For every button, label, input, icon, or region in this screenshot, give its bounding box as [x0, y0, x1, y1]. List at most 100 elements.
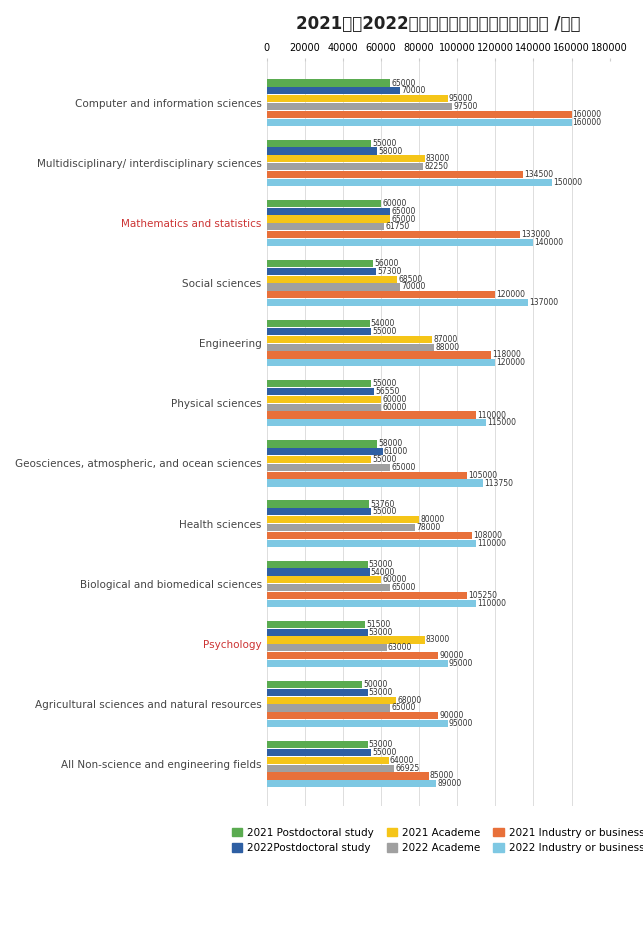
Text: 115000: 115000 — [487, 418, 516, 427]
Bar — [267, 569, 370, 575]
Bar — [267, 456, 372, 463]
Bar — [267, 283, 400, 290]
Bar — [267, 103, 453, 110]
Bar — [267, 720, 448, 727]
Text: 97500: 97500 — [453, 102, 478, 111]
Bar — [267, 200, 381, 207]
Text: 56550: 56550 — [376, 387, 400, 396]
Text: 70000: 70000 — [401, 282, 426, 291]
Bar — [267, 216, 390, 223]
Bar — [267, 111, 572, 118]
Text: 64000: 64000 — [390, 756, 414, 765]
Text: 50000: 50000 — [363, 680, 388, 689]
Text: 58000: 58000 — [378, 146, 403, 155]
Text: 82250: 82250 — [424, 162, 449, 171]
Bar — [267, 239, 534, 246]
Text: 108000: 108000 — [473, 531, 503, 540]
Text: 80000: 80000 — [421, 515, 444, 524]
Text: 57300: 57300 — [377, 266, 401, 276]
Text: 58000: 58000 — [378, 439, 403, 449]
Bar — [267, 359, 495, 366]
Bar — [267, 231, 520, 239]
Text: 65000: 65000 — [392, 79, 416, 88]
Bar — [267, 80, 390, 87]
Bar — [267, 95, 448, 103]
Bar — [267, 419, 485, 426]
Bar — [267, 472, 467, 479]
Text: 60000: 60000 — [382, 395, 406, 404]
Text: 88000: 88000 — [435, 342, 460, 352]
Text: 55000: 55000 — [372, 508, 397, 516]
Text: 65000: 65000 — [392, 583, 416, 592]
Text: 66925: 66925 — [395, 764, 419, 772]
Text: 160000: 160000 — [573, 117, 602, 127]
Bar — [267, 140, 372, 147]
Text: 85000: 85000 — [430, 771, 454, 781]
Text: 118000: 118000 — [493, 351, 521, 360]
Text: 68000: 68000 — [397, 696, 422, 705]
Bar — [267, 380, 372, 388]
Bar — [267, 772, 429, 780]
Text: 120000: 120000 — [496, 358, 525, 367]
Text: 63000: 63000 — [388, 643, 412, 652]
Bar — [267, 584, 390, 591]
Text: 61000: 61000 — [384, 448, 408, 456]
Text: 65000: 65000 — [392, 206, 416, 216]
Text: 83000: 83000 — [426, 635, 450, 645]
Text: 105000: 105000 — [468, 471, 497, 480]
Text: 53000: 53000 — [368, 688, 393, 697]
Text: 56000: 56000 — [374, 259, 399, 268]
Bar — [267, 118, 572, 126]
Text: 55000: 55000 — [372, 139, 397, 148]
Text: 89000: 89000 — [437, 779, 462, 788]
Text: 90000: 90000 — [439, 651, 464, 660]
Text: 54000: 54000 — [370, 319, 395, 328]
Bar — [267, 179, 552, 186]
Text: 65000: 65000 — [392, 215, 416, 224]
Bar — [267, 163, 423, 170]
Text: 105250: 105250 — [468, 591, 497, 600]
Bar — [267, 388, 374, 395]
Text: 87000: 87000 — [433, 335, 458, 344]
Text: 90000: 90000 — [439, 711, 464, 721]
Text: 95000: 95000 — [449, 719, 473, 728]
Bar — [267, 448, 383, 455]
Bar — [267, 479, 484, 487]
Bar — [267, 741, 368, 748]
Bar — [267, 336, 432, 343]
Text: 61750: 61750 — [385, 222, 410, 231]
Text: 60000: 60000 — [382, 575, 406, 585]
Bar — [267, 757, 388, 764]
Text: 68500: 68500 — [398, 275, 422, 284]
Bar — [267, 276, 397, 283]
Text: 150000: 150000 — [554, 178, 583, 187]
Text: 51500: 51500 — [366, 620, 390, 629]
Text: 110000: 110000 — [477, 411, 507, 420]
Bar — [267, 516, 419, 524]
Bar — [267, 403, 381, 411]
Bar — [267, 171, 523, 179]
Text: 53000: 53000 — [368, 628, 393, 636]
Bar — [267, 223, 385, 230]
Bar — [267, 207, 390, 215]
Text: 133000: 133000 — [521, 230, 550, 240]
Bar — [267, 592, 467, 599]
Text: 65000: 65000 — [392, 462, 416, 472]
Bar — [267, 749, 372, 756]
Bar — [267, 576, 381, 584]
Text: 60000: 60000 — [382, 402, 406, 412]
Bar — [267, 87, 400, 94]
Bar — [267, 291, 495, 299]
Bar — [267, 539, 476, 547]
Bar — [267, 629, 368, 635]
Text: 55000: 55000 — [372, 327, 397, 336]
Bar — [267, 780, 436, 787]
Bar — [267, 412, 476, 419]
Bar — [267, 644, 386, 651]
Text: 55000: 55000 — [372, 748, 397, 757]
Text: 83000: 83000 — [426, 154, 450, 164]
Bar — [267, 660, 448, 667]
Text: 60000: 60000 — [382, 199, 406, 208]
Bar — [267, 652, 438, 660]
Bar — [267, 299, 528, 306]
